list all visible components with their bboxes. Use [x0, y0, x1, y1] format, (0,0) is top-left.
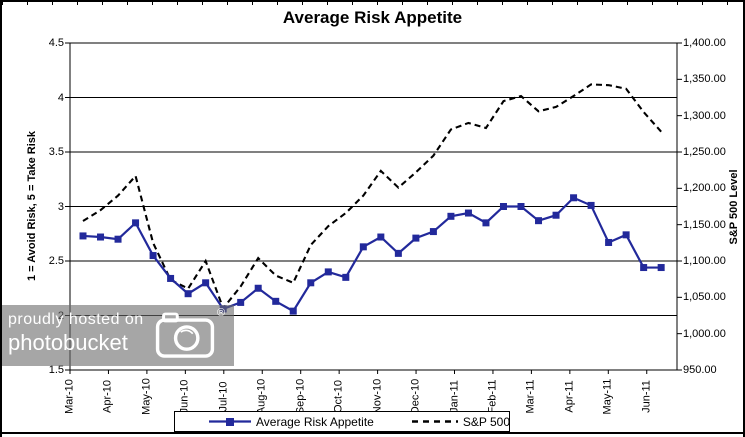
right-axis-tick-label: 1,400.00 [683, 37, 726, 49]
risk-series-marker [149, 252, 157, 260]
risk-series-marker [272, 297, 280, 305]
risk-series-marker [289, 307, 297, 315]
left-axis-tick-label: 1.5 [48, 364, 64, 376]
right-axis-tick-label: 1,250.00 [683, 146, 726, 158]
left-axis-title: 1 = Avoid Risk, 5 = Take Risk [26, 131, 38, 281]
risk-series-marker [622, 231, 630, 239]
right-axis-tick-label: 950.00 [683, 364, 717, 376]
legend-item-sp500: S&P 500 [411, 414, 511, 429]
risk-series-marker [342, 273, 350, 281]
top-border-line [2, 0, 743, 2]
risk-series-marker [167, 274, 175, 282]
risk-series-marker [447, 212, 455, 220]
legend: Average Risk Appetite S&P 500 [174, 411, 510, 432]
x-axis-tick-label: Jun-11 [640, 380, 653, 413]
right-axis-tick-label: 1,150.00 [683, 218, 726, 231]
risk-series-marker [605, 238, 613, 246]
top-border-ticks [2, 2, 743, 5]
risk-series-marker [517, 203, 525, 210]
risk-series-marker [499, 203, 507, 210]
left-axis-tick-label: 2.5 [48, 255, 64, 267]
risk-series-marker [377, 233, 385, 241]
sp500-series-line [82, 83, 662, 311]
risk-series-marker [482, 219, 490, 227]
risk-series-marker [254, 284, 262, 292]
legend-label-risk: Average Risk Appetite [256, 414, 374, 429]
risk-series-marker [535, 217, 543, 225]
photobucket-watermark: proudly hosted on photobucket ® [2, 305, 234, 366]
risk-series-marker [79, 232, 87, 240]
chart-title: Average Risk Appetite [282, 8, 463, 27]
risk-series-marker [429, 228, 437, 236]
bottom-border-line [2, 432, 743, 434]
risk-series-marker [412, 234, 420, 242]
risk-series-marker [552, 211, 560, 219]
watermark-text-line1: proudly hosted on [8, 311, 144, 328]
sp500-dashed-line-sample-icon [411, 420, 458, 423]
right-axis-tick-label: 1,050.00 [683, 291, 726, 304]
right-axis-tick-label: 1,350.00 [683, 73, 726, 86]
risk-series-marker [587, 201, 595, 209]
risk-series-marker [184, 290, 192, 298]
risk-series-marker [97, 233, 105, 241]
x-axis-tick-label: Apr-11 [563, 380, 576, 413]
right-axis-title: S&P 500 Level [728, 169, 740, 245]
left-axis-tick-label: 3.5 [48, 146, 64, 158]
x-axis-tick-label: Apr-10 [101, 379, 114, 414]
legend-label-sp500: S&P 500 [462, 414, 511, 429]
left-axis-tick-label: 4 [57, 91, 64, 104]
risk-series-marker [570, 194, 578, 202]
left-axis-tick-label: 3 [57, 200, 64, 213]
risk-series-marker [132, 219, 140, 227]
risk-series-marker [464, 209, 472, 217]
right-axis-tick-label: 1,200.00 [683, 182, 726, 195]
risk-series-line [82, 196, 662, 313]
registered-trademark-symbol: ® [217, 307, 226, 319]
risk-series-marker [237, 298, 245, 306]
risk-line-sample-icon [209, 418, 251, 426]
x-axis-tick-label: Mar-10 [63, 379, 76, 414]
risk-series-marker [359, 243, 367, 251]
camera-icon [155, 312, 215, 358]
right-axis-tick-label: 1,000.00 [683, 327, 726, 340]
left-axis-tick-label: 4.5 [48, 37, 64, 49]
right-axis-tick-label: 1,300.00 [683, 109, 726, 122]
risk-series-marker [202, 279, 210, 287]
risk-series-marker [394, 249, 402, 257]
x-axis-tick-label: Mar-11 [524, 379, 537, 414]
risk-series-marker [307, 279, 315, 287]
risk-series-marker [657, 264, 665, 272]
x-axis-tick-label: May-10 [140, 378, 153, 415]
legend-item-risk: Average Risk Appetite [209, 415, 374, 429]
risk-series-marker [114, 235, 122, 243]
risk-series-marker [324, 268, 332, 276]
right-axis-tick-label: 1,100.00 [683, 255, 726, 267]
risk-series-marker [640, 264, 648, 272]
x-axis-tick-label: May-11 [601, 378, 614, 415]
watermark-text-line2: photobucket [8, 330, 128, 355]
